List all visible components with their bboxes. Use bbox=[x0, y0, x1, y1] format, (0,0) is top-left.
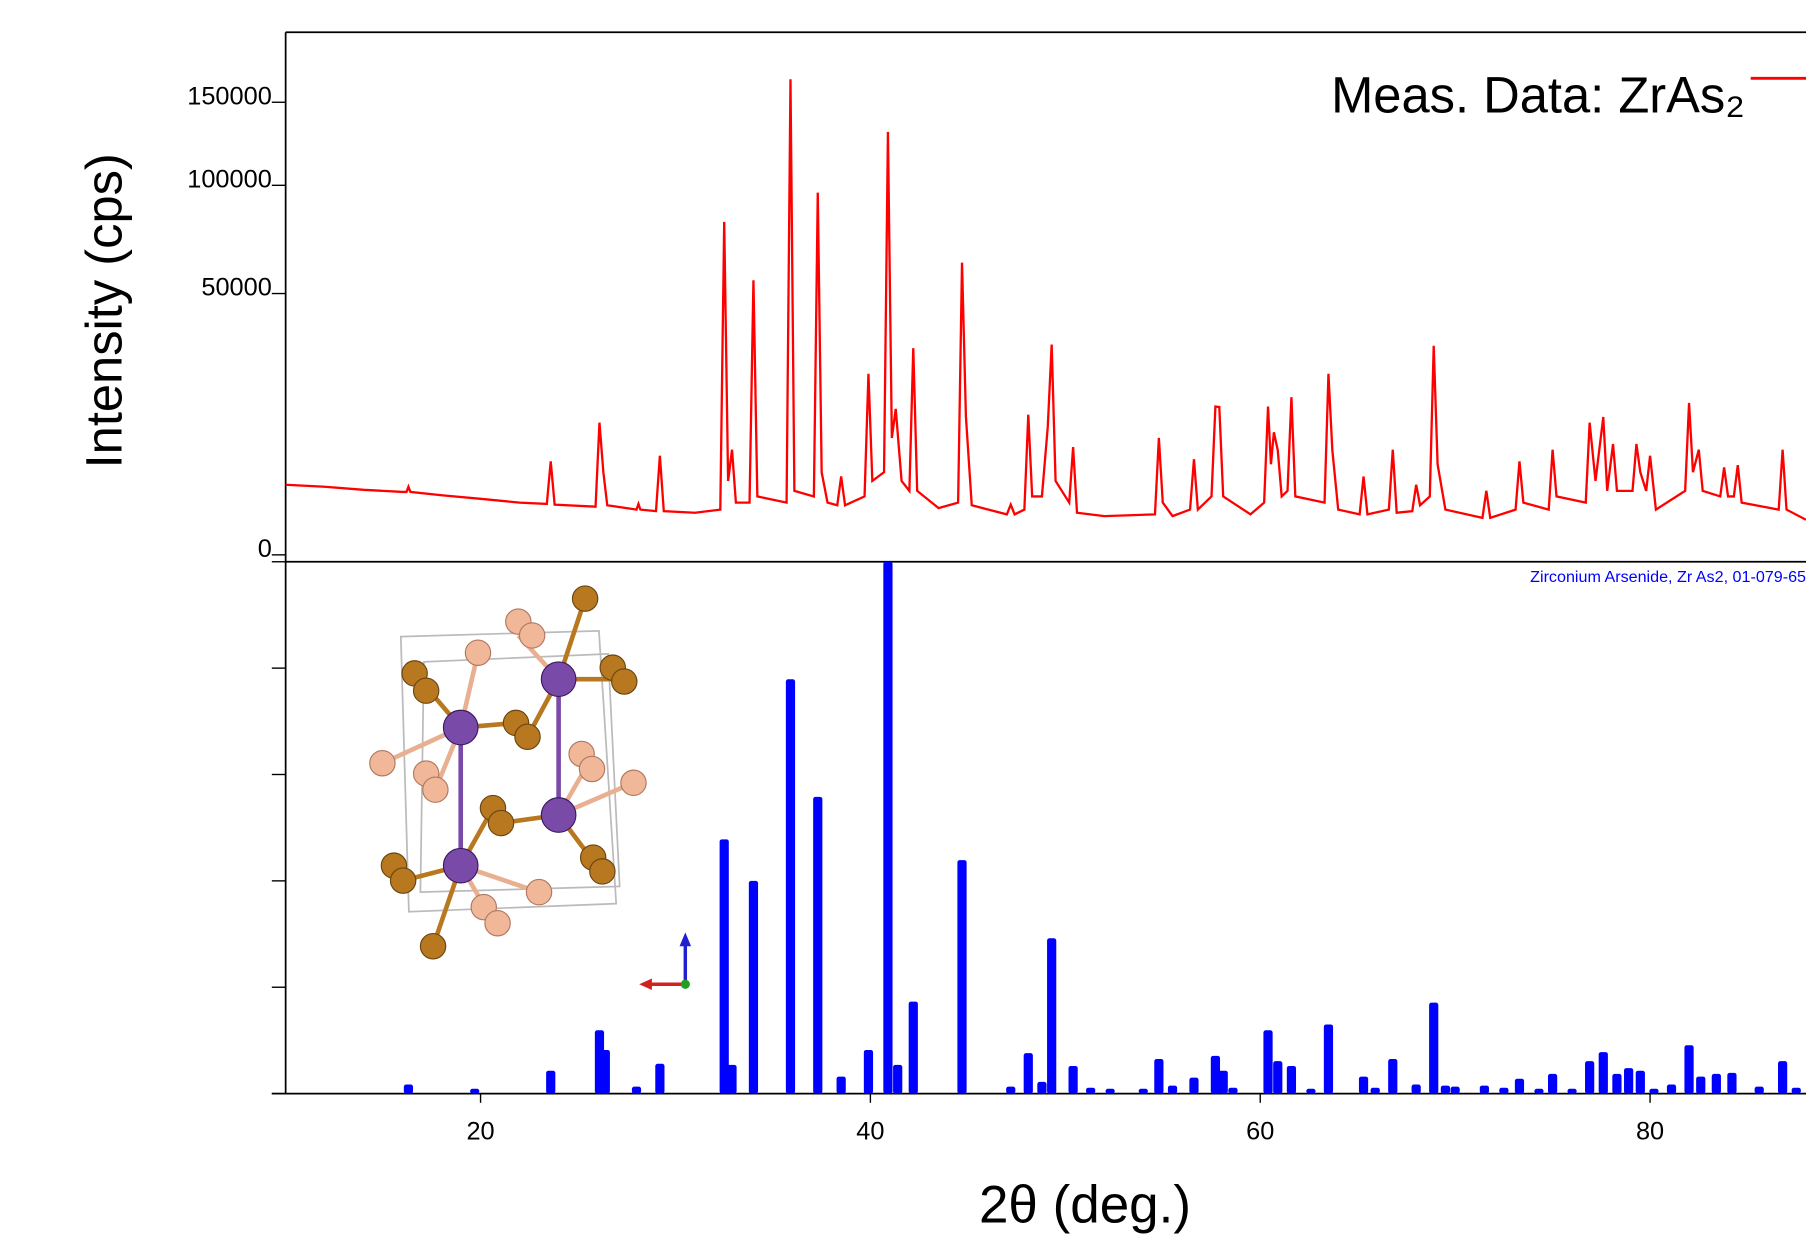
reference-annotation: Zirconium Arsenide, Zr As2, 01-079-65 bbox=[1530, 568, 1806, 586]
stick bbox=[1612, 1074, 1621, 1094]
stick bbox=[1047, 938, 1056, 1093]
stick bbox=[1515, 1079, 1524, 1094]
stick bbox=[1649, 1089, 1658, 1094]
y-tick-label: 150000 bbox=[187, 82, 272, 110]
stick bbox=[1792, 1088, 1801, 1094]
stick bbox=[1480, 1086, 1489, 1094]
stick bbox=[1548, 1074, 1557, 1094]
stick bbox=[601, 1050, 610, 1094]
stick bbox=[1451, 1087, 1460, 1094]
legend-label: Meas. Data: ZrAs₂ bbox=[1331, 66, 1745, 123]
stick bbox=[1324, 1024, 1333, 1093]
stick bbox=[1567, 1089, 1576, 1094]
stick bbox=[1696, 1077, 1705, 1094]
stick bbox=[957, 860, 966, 1093]
stick bbox=[1371, 1088, 1380, 1094]
stick bbox=[1069, 1066, 1078, 1094]
stick bbox=[470, 1089, 479, 1094]
stick bbox=[1168, 1086, 1177, 1094]
stick bbox=[1585, 1061, 1594, 1093]
stick bbox=[1189, 1078, 1198, 1094]
stick bbox=[1359, 1077, 1368, 1094]
stick bbox=[1287, 1066, 1296, 1094]
stick bbox=[1388, 1059, 1397, 1094]
stick bbox=[1667, 1085, 1676, 1094]
stick bbox=[1154, 1059, 1163, 1094]
stick bbox=[813, 797, 822, 1094]
stick bbox=[786, 679, 795, 1093]
stick bbox=[1624, 1068, 1633, 1094]
stick bbox=[893, 1065, 902, 1094]
stick bbox=[1778, 1061, 1787, 1093]
stick bbox=[1024, 1053, 1033, 1093]
stick bbox=[1273, 1061, 1282, 1093]
stick bbox=[1306, 1089, 1315, 1094]
data-line bbox=[286, 79, 1806, 519]
stick bbox=[1037, 1082, 1046, 1094]
stick bbox=[1139, 1089, 1148, 1094]
stick bbox=[632, 1087, 641, 1094]
stick bbox=[655, 1064, 664, 1094]
y-axis-label: Intensity (cps) bbox=[76, 153, 133, 468]
page: Intensity (cps) 2θ (deg.) Zirconium Arse… bbox=[0, 0, 1806, 1249]
stick bbox=[1263, 1030, 1272, 1093]
stick bbox=[883, 562, 892, 1094]
stick bbox=[1219, 1071, 1228, 1094]
stick bbox=[546, 1071, 555, 1094]
stick bbox=[1599, 1052, 1608, 1093]
x-tick-label: 60 bbox=[1246, 1117, 1274, 1145]
x-tick-label: 20 bbox=[466, 1117, 494, 1145]
stick bbox=[1106, 1089, 1115, 1094]
x-tick-label: 80 bbox=[1636, 1117, 1664, 1145]
stick bbox=[1086, 1088, 1095, 1094]
stick bbox=[720, 839, 729, 1093]
stick bbox=[1712, 1074, 1721, 1094]
stick bbox=[1727, 1073, 1736, 1094]
stick bbox=[1636, 1071, 1645, 1094]
stick bbox=[1534, 1089, 1543, 1094]
x-axis-label: 2θ (deg.) bbox=[979, 1176, 1191, 1235]
stick bbox=[1755, 1087, 1764, 1094]
y-tick-label: 100000 bbox=[187, 165, 272, 193]
stick bbox=[749, 881, 758, 1094]
y-tick-label: 50000 bbox=[201, 274, 271, 302]
y-tick-label: 0 bbox=[258, 535, 272, 563]
stick bbox=[1412, 1085, 1421, 1094]
stick bbox=[404, 1085, 413, 1094]
stick bbox=[727, 1065, 736, 1094]
stick bbox=[1684, 1045, 1693, 1093]
x-tick-label: 40 bbox=[856, 1117, 884, 1145]
stick bbox=[1499, 1088, 1508, 1094]
stick bbox=[864, 1050, 873, 1094]
axis-triad bbox=[639, 932, 691, 990]
stick bbox=[1228, 1088, 1237, 1094]
chart: Intensity (cps) 2θ (deg.) Zirconium Arse… bbox=[0, 0, 1806, 1249]
stick bbox=[1006, 1087, 1015, 1094]
stick bbox=[1441, 1086, 1450, 1094]
crystal-structure-inset bbox=[370, 586, 646, 959]
stick bbox=[909, 1002, 918, 1094]
stick bbox=[1429, 1003, 1438, 1094]
stick bbox=[837, 1077, 846, 1094]
